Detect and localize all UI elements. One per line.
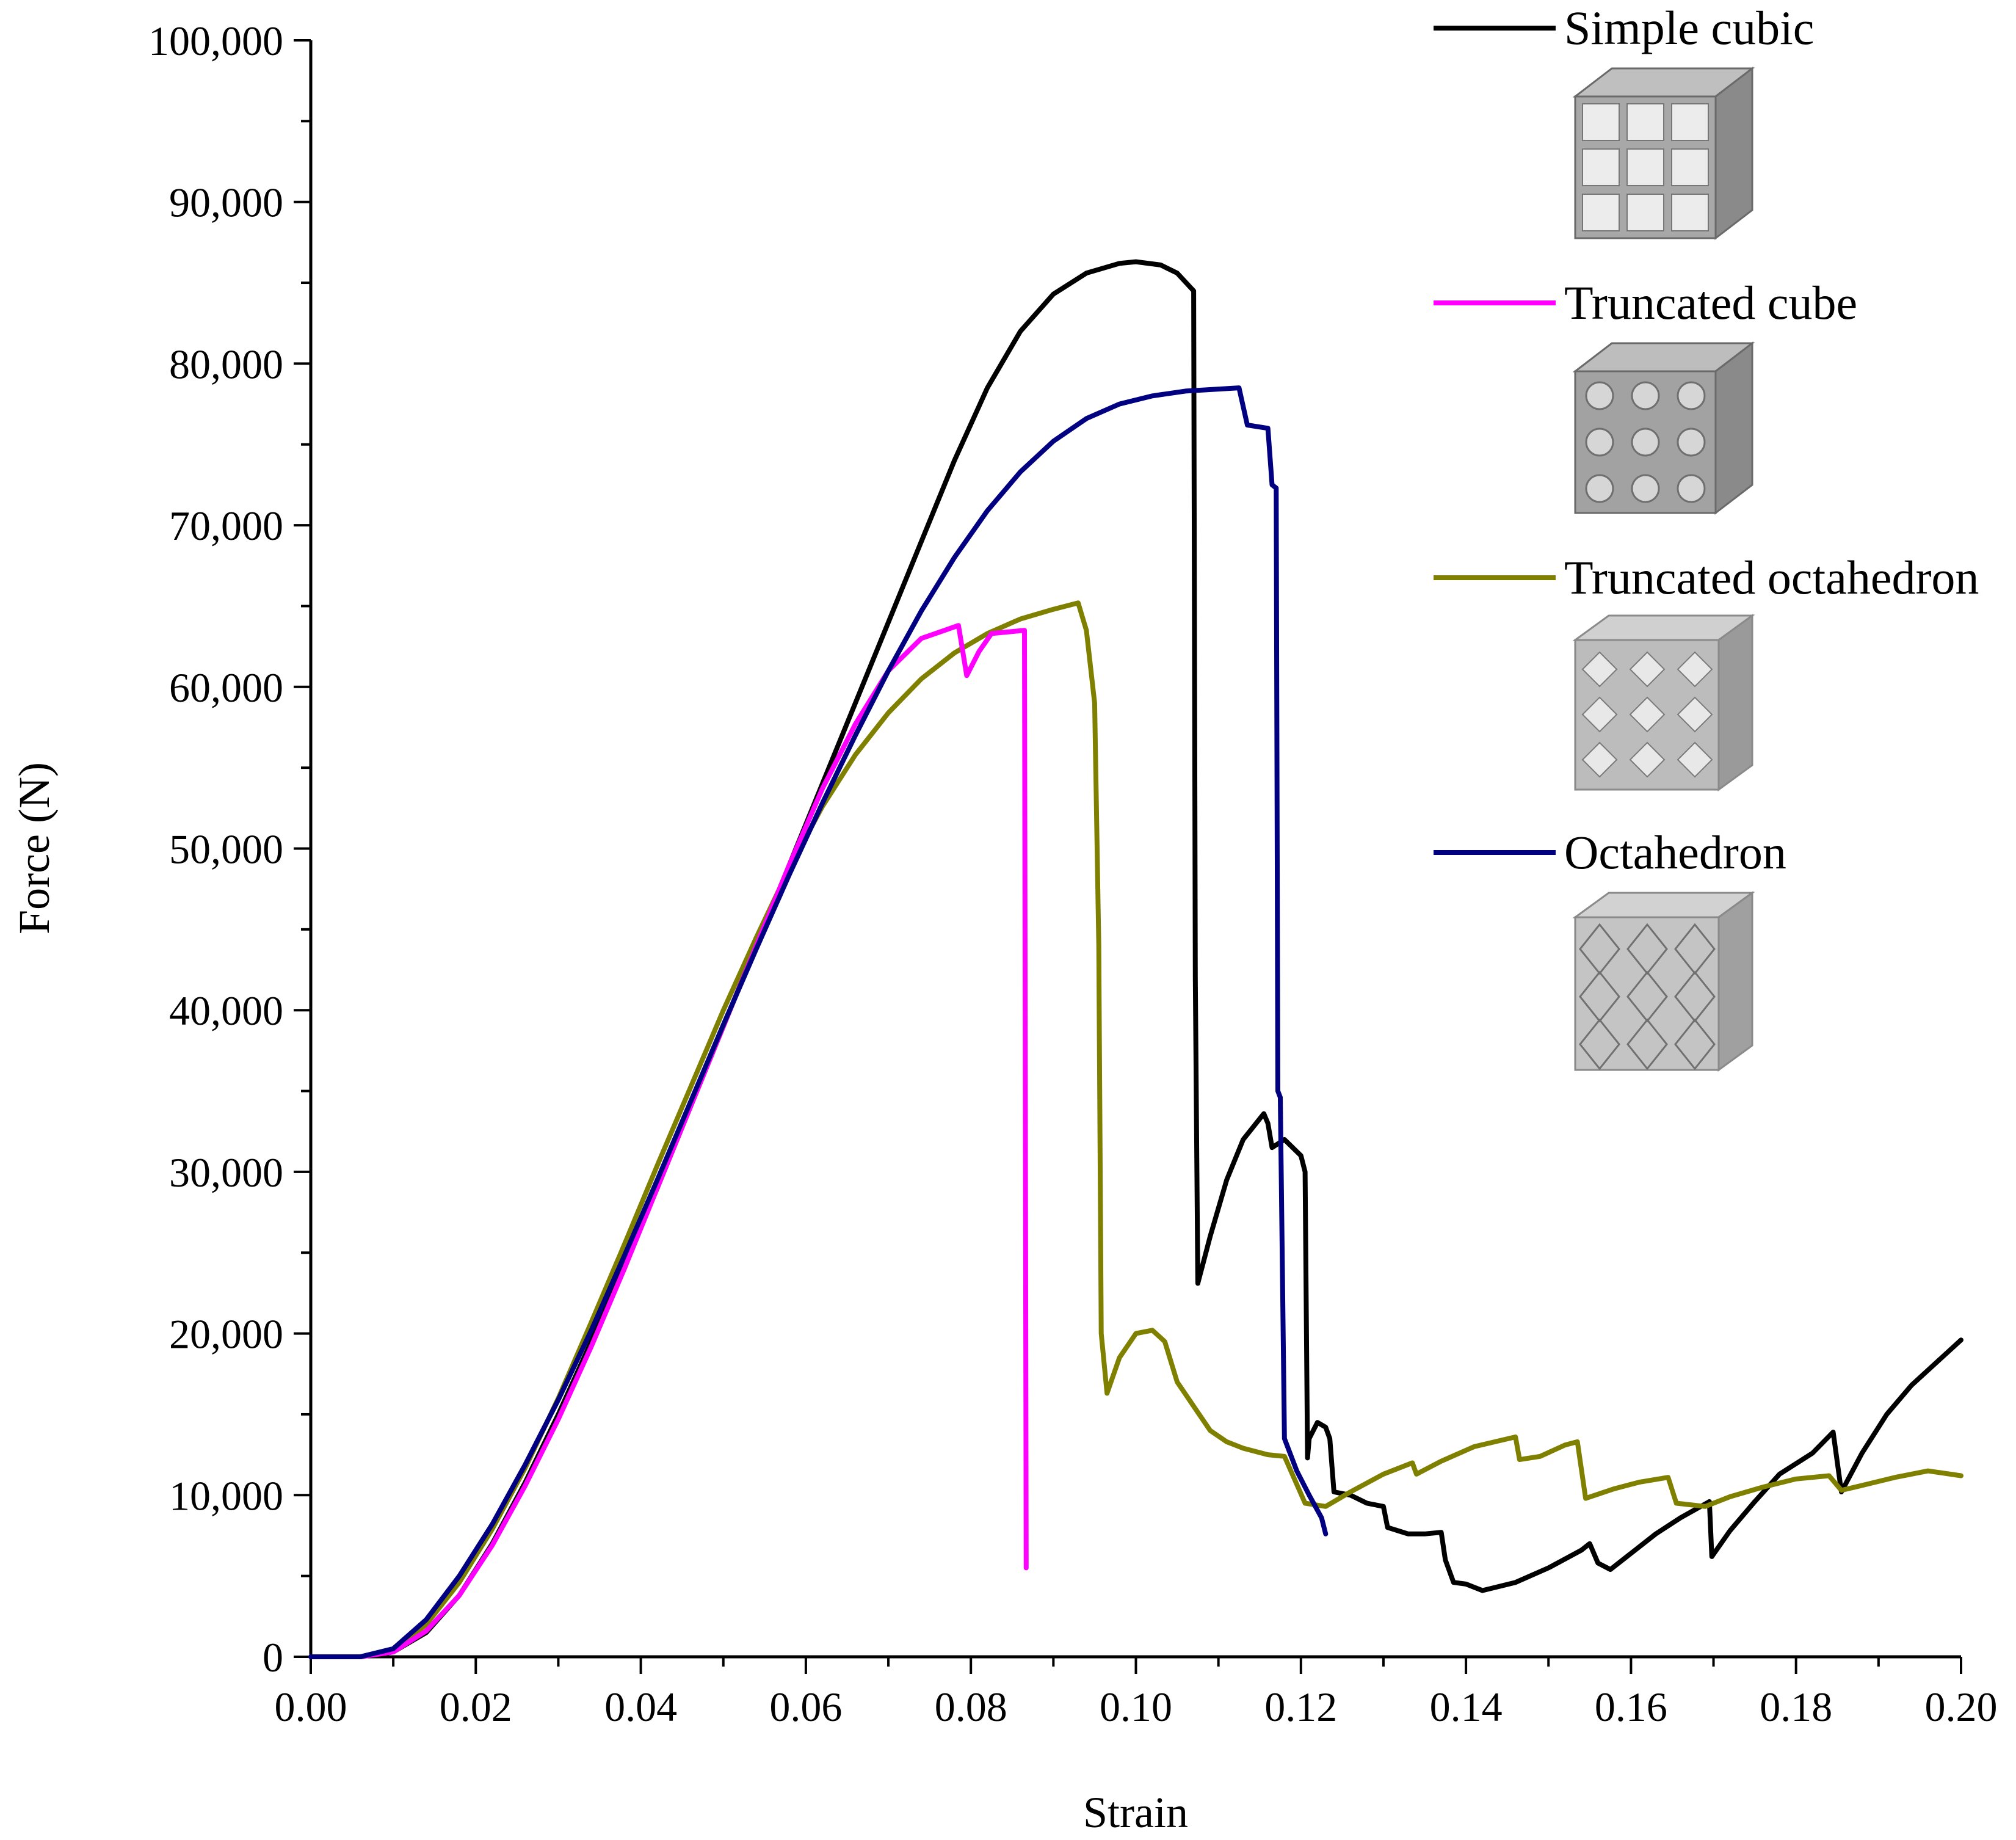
x-axis-title: Strain xyxy=(1083,1788,1188,1837)
legend-item-octahedron: Octahedron xyxy=(1434,826,1786,1072)
plot-area xyxy=(308,259,1963,1659)
y-tick-label: 50,000 xyxy=(169,826,283,873)
y-tick-label: 60,000 xyxy=(169,664,283,711)
legend-label-simple-cubic: Simple cubic xyxy=(1564,1,1814,54)
legend-label-truncated-cube: Truncated cube xyxy=(1564,276,1857,329)
truncated-octahedron-lattice-icon xyxy=(1572,614,1755,791)
legend: Simple cubic Truncated cube xyxy=(1434,1,1979,1072)
octahedron-lattice-icon xyxy=(1572,891,1755,1072)
y-tick-label: 90,000 xyxy=(169,180,283,226)
y-tick-label: 30,000 xyxy=(169,1149,283,1196)
y-tick-label: 40,000 xyxy=(169,987,283,1034)
axis-ticks: 0.00 0.02 0.04 0.06 0.08 0.10 0.12 0.14 0.16 0.18… xyxy=(148,18,1998,1730)
series-line-truncated-octahedron xyxy=(308,600,1963,1659)
series-line-octahedron xyxy=(308,385,1329,1659)
x-tick-label: 0.06 xyxy=(769,1684,842,1730)
y-tick-label: 80,000 xyxy=(169,341,283,387)
x-tick-label: 0.10 xyxy=(1100,1684,1172,1730)
y-tick-label: 20,000 xyxy=(169,1311,283,1358)
truncated-cube-lattice-icon xyxy=(1572,341,1755,515)
legend-item-truncated-cube: Truncated cube xyxy=(1434,276,1857,515)
simple-cubic-lattice-icon xyxy=(1572,66,1755,241)
x-tick-label: 0.18 xyxy=(1760,1684,1832,1730)
x-tick-label: 0.14 xyxy=(1430,1684,1503,1730)
legend-label-octahedron: Octahedron xyxy=(1564,826,1786,879)
x-tick-label: 0.12 xyxy=(1264,1684,1337,1730)
x-tick-label: 0.04 xyxy=(604,1684,677,1730)
y-tick-label: 0 xyxy=(263,1634,283,1681)
legend-item-simple-cubic: Simple cubic xyxy=(1434,1,1814,241)
x-tick-label: 0.20 xyxy=(1925,1684,1998,1730)
y-tick-label: 70,000 xyxy=(169,503,283,549)
x-tick-label: 0.02 xyxy=(440,1684,512,1730)
x-tick-label: 0.00 xyxy=(275,1684,347,1730)
y-tick-label: 100,000 xyxy=(148,18,283,64)
legend-item-truncated-octahedron: Truncated octahedron xyxy=(1434,551,1979,791)
x-tick-label: 0.08 xyxy=(935,1684,1007,1730)
y-axis-title: Force (N) xyxy=(10,762,59,934)
y-tick-label: 10,000 xyxy=(169,1472,283,1519)
legend-label-truncated-octahedron: Truncated octahedron xyxy=(1564,551,1979,604)
x-tick-label: 0.16 xyxy=(1595,1684,1667,1730)
